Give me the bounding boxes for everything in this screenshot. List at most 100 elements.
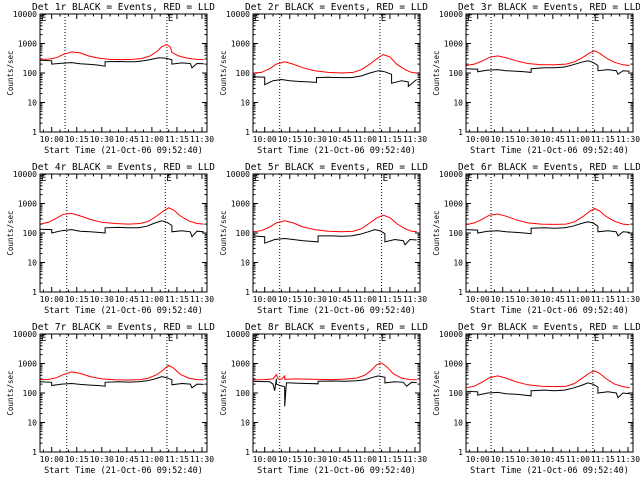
x-tick-label: 11:15 <box>591 295 615 304</box>
y-tick-label: 1 <box>245 128 250 137</box>
x-axis-label: Start Time (21-Oct-06 09:52:40) <box>470 466 629 476</box>
y-axis-label: Counts/sec <box>219 370 228 415</box>
lld-series-line <box>465 207 630 226</box>
lld-series-line <box>39 207 204 225</box>
lld-series-line <box>39 44 204 61</box>
y-tick-label: 1 <box>458 448 463 457</box>
x-tick-label: 11:15 <box>378 295 402 304</box>
panel-title: Det 9r BLACK = Events, RED = LLD <box>458 322 640 333</box>
y-axis-label: Counts/sec <box>6 370 15 415</box>
events-series-line <box>465 221 630 237</box>
y-tick-label: 100 <box>236 389 251 398</box>
y-axis-label: Counts/sec <box>432 50 441 95</box>
x-tick-label: 10:45 <box>328 135 352 144</box>
y-tick-label: 1 <box>458 288 463 297</box>
detector-panel-5: Det 5r BLACK = Events, RED = LLD Counts/s… <box>219 162 428 316</box>
detector-panel-2: Det 2r BLACK = Events, RED = LLD Counts/s… <box>219 2 428 156</box>
x-tick-label: 10:45 <box>541 295 565 304</box>
x-tick-label: 10:15 <box>278 455 302 464</box>
plot-frame <box>252 173 421 293</box>
flag-marker-right: E <box>594 174 599 184</box>
events-series-line <box>465 382 630 399</box>
x-tick-label: 11:00 <box>566 295 590 304</box>
y-tick-label: 10 <box>27 419 37 428</box>
plot-frame <box>39 173 208 293</box>
lld-series-line <box>465 370 630 389</box>
y-tick-label: 10000 <box>226 330 250 339</box>
x-tick-label: 11:30 <box>190 135 214 144</box>
y-tick-label: 100 <box>23 389 38 398</box>
x-tick-label: 11:00 <box>353 135 377 144</box>
flag-marker-right: E <box>166 174 171 184</box>
x-tick-label: 10:00 <box>40 295 64 304</box>
x-tick-label: 10:15 <box>65 455 89 464</box>
y-tick-label: 1000 <box>18 360 37 369</box>
plot-frame <box>39 333 208 453</box>
y-tick-label: 10 <box>453 419 463 428</box>
y-tick-label: 1 <box>32 448 37 457</box>
flag-marker-left: E <box>467 334 472 344</box>
x-tick-label: 11:30 <box>616 135 640 144</box>
x-tick-label: 10:00 <box>253 455 277 464</box>
x-tick-label: 11:30 <box>616 455 640 464</box>
x-tick-label: 10:45 <box>115 135 139 144</box>
x-tick-label: 11:30 <box>616 295 640 304</box>
y-tick-label: 1000 <box>444 40 463 49</box>
panel-title: Det 2r BLACK = Events, RED = LLD <box>245 2 428 13</box>
lld-series-line <box>252 214 417 233</box>
y-tick-label: 10 <box>27 99 37 108</box>
x-tick-label: 10:30 <box>516 135 540 144</box>
x-tick-label: 11:00 <box>566 135 590 144</box>
x-tick-label: 11:00 <box>566 455 590 464</box>
detector-panel-3: Det 3r BLACK = Events, RED = LLD Counts/s… <box>432 2 640 156</box>
detector-panel-1: Det 1r BLACK = Events, RED = LLD Counts/s… <box>6 2 215 156</box>
x-tick-label: 11:15 <box>165 455 189 464</box>
plot-frame <box>252 333 421 453</box>
x-tick-label: 11:15 <box>378 135 402 144</box>
x-tick-label: 11:30 <box>190 455 214 464</box>
x-tick-label: 11:00 <box>353 295 377 304</box>
x-axis-label: Start Time (21-Oct-06 09:52:40) <box>257 146 416 156</box>
lld-series-line <box>39 364 204 381</box>
x-tick-label: 10:30 <box>516 455 540 464</box>
flag-marker-right: E <box>381 334 386 344</box>
panel-title: Det 7r BLACK = Events, RED = LLD <box>32 322 215 333</box>
y-tick-label: 100 <box>236 229 251 238</box>
x-tick-label: 11:00 <box>140 455 164 464</box>
x-tick-label: 10:45 <box>541 135 565 144</box>
y-tick-label: 100 <box>449 389 464 398</box>
flag-marker-left: E <box>41 14 46 24</box>
plot-frame <box>465 173 634 293</box>
detector-panel-6: Det 6r BLACK = Events, RED = LLD Counts/s… <box>432 162 640 316</box>
events-series-line <box>39 57 204 69</box>
x-axis-label: Start Time (21-Oct-06 09:52:40) <box>44 306 203 316</box>
events-series-line <box>39 220 204 238</box>
x-tick-label: 11:15 <box>591 455 615 464</box>
x-tick-label: 10:15 <box>491 295 515 304</box>
y-tick-label: 1 <box>32 128 37 137</box>
y-axis-label: Counts/sec <box>432 370 441 415</box>
y-tick-label: 100 <box>23 229 38 238</box>
x-tick-label: 10:30 <box>516 295 540 304</box>
y-tick-label: 1000 <box>18 200 37 209</box>
panel-title: Det 8r BLACK = Events, RED = LLD <box>245 322 428 333</box>
x-tick-label: 10:15 <box>278 295 302 304</box>
flag-marker-left: E <box>41 334 46 344</box>
y-axis-label: Counts/sec <box>219 50 228 95</box>
events-series-line <box>465 60 630 76</box>
panel-title: Det 4r BLACK = Events, RED = LLD <box>32 162 215 173</box>
y-tick-label: 10000 <box>439 170 463 179</box>
x-tick-label: 10:45 <box>115 295 139 304</box>
y-tick-label: 100 <box>449 229 464 238</box>
detector-panel-4: Det 4r BLACK = Events, RED = LLD Counts/s… <box>6 162 215 316</box>
y-tick-label: 10 <box>240 259 250 268</box>
x-tick-label: 10:45 <box>541 455 565 464</box>
x-tick-label: 10:30 <box>90 455 114 464</box>
flag-marker-right: E <box>594 14 599 24</box>
y-tick-label: 1 <box>32 288 37 297</box>
flag-marker-left: E <box>254 334 259 344</box>
x-axis-label: Start Time (21-Oct-06 09:52:40) <box>44 146 203 156</box>
panel-title: Det 5r BLACK = Events, RED = LLD <box>245 162 428 173</box>
panel-title: Det 3r BLACK = Events, RED = LLD <box>458 2 640 13</box>
